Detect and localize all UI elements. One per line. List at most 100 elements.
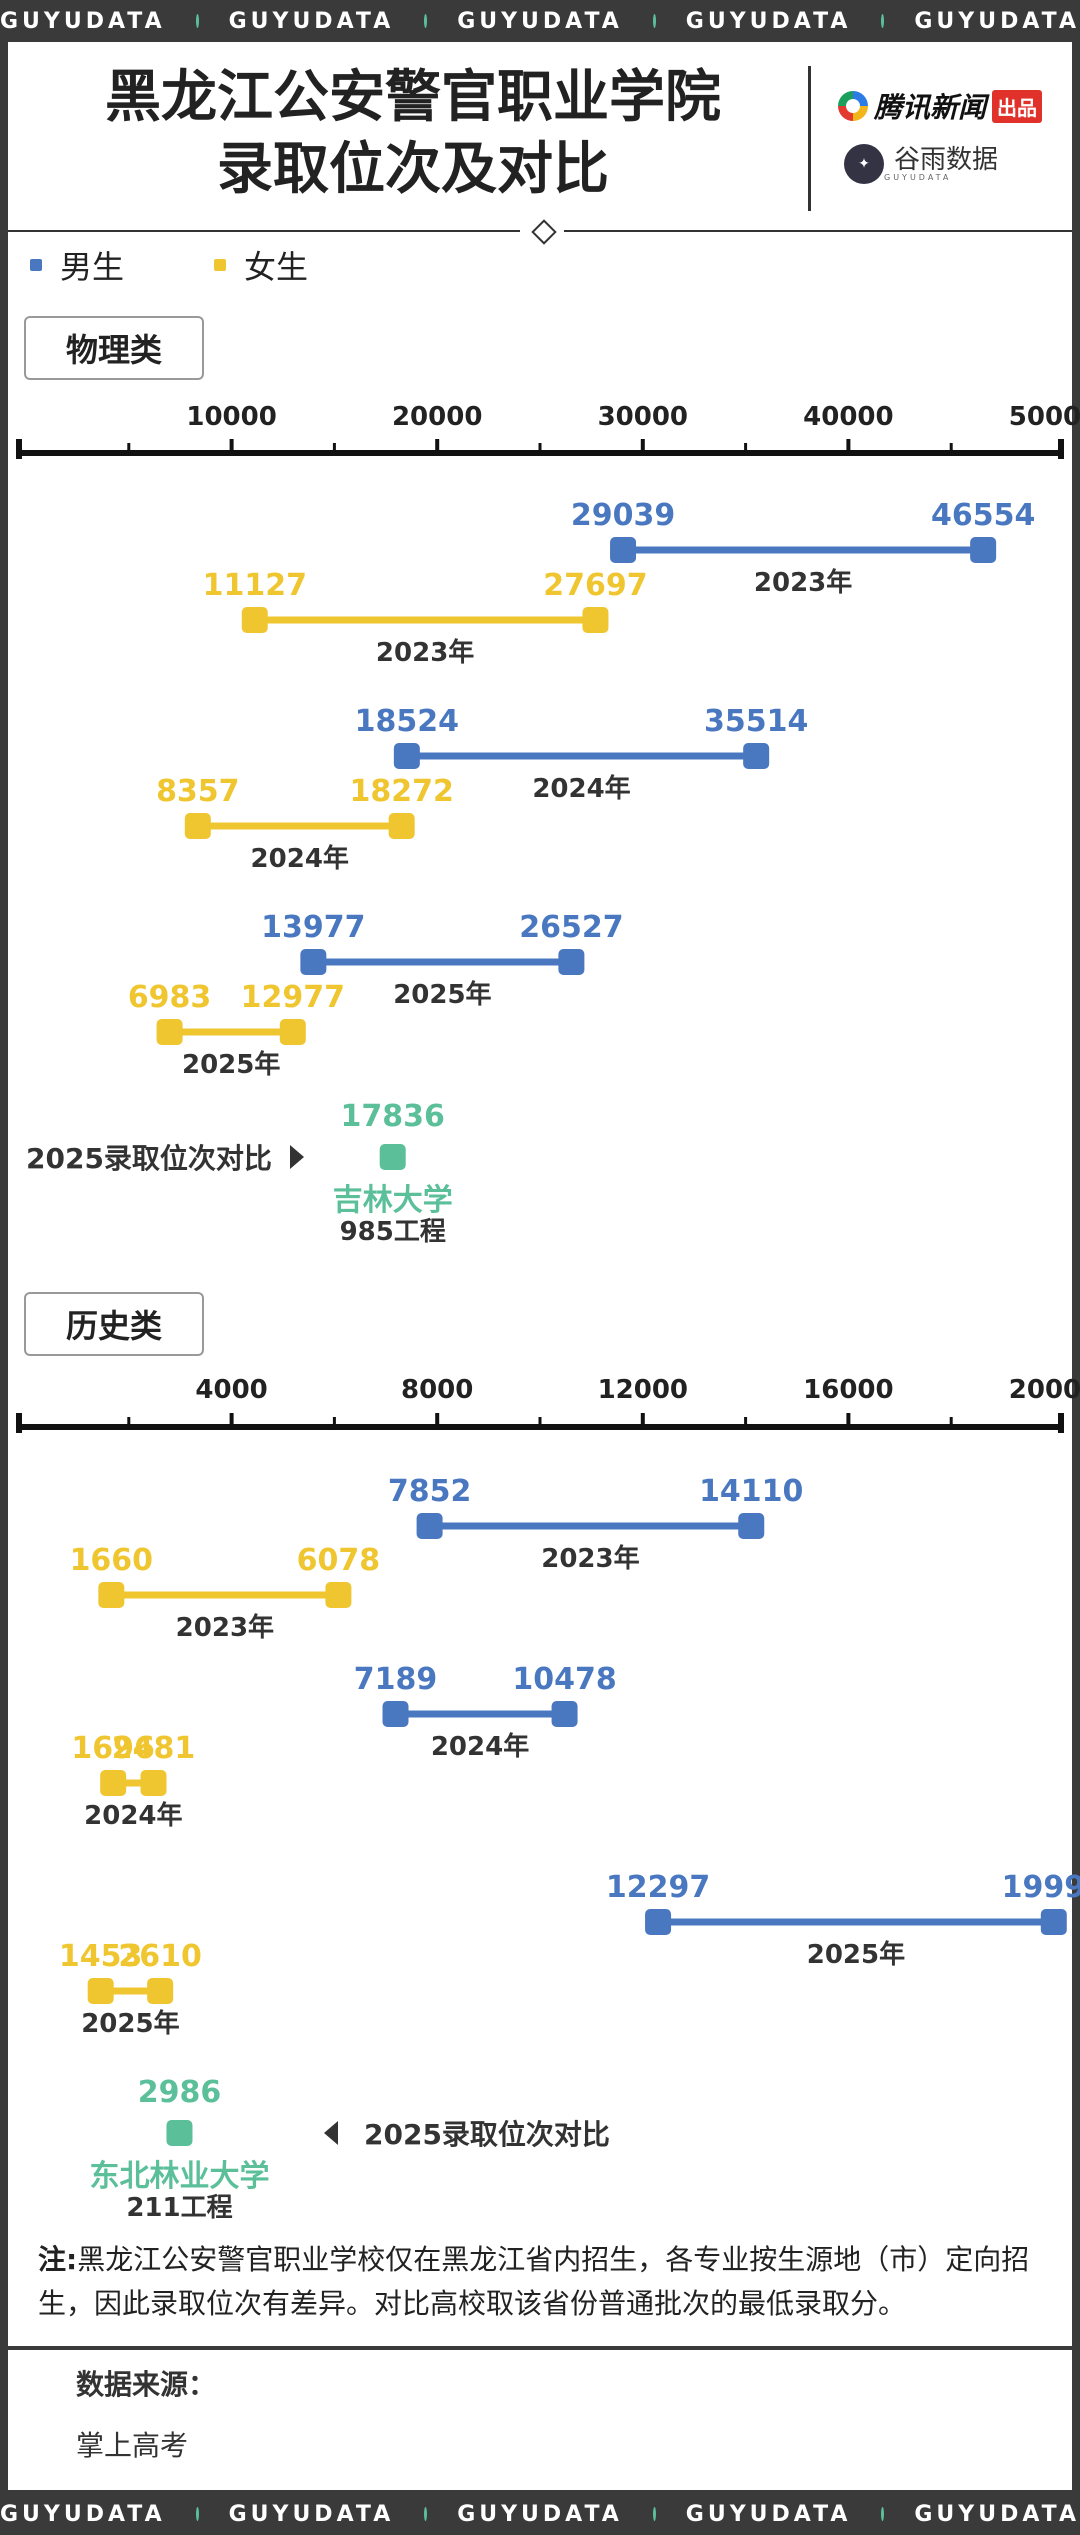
range-year-label: 2025年: [393, 980, 492, 1010]
footnote: 注:黑龙江公安警官职业学校仅在黑龙江省内招生，各专业按生源地（市）定向招生，因此…: [38, 2243, 1030, 2320]
brand-word: GUYUDATA: [228, 8, 395, 34]
header-rule-left: [8, 230, 520, 232]
legend-female: 女生: [214, 242, 308, 288]
range-high-label: 14110: [699, 1474, 804, 1509]
brand-dot-icon: [195, 2507, 199, 2521]
section-label-history: 历史类: [24, 1292, 204, 1356]
range-year-label: 2025年: [182, 1050, 281, 1080]
page-title: 黑龙江公安警官职业学院 录取位次及对比: [105, 65, 721, 202]
compare-tier-label: 985工程: [339, 1217, 446, 1247]
range-year-label: 2024年: [250, 844, 349, 874]
axis-tick-label: 10000: [186, 402, 277, 432]
section-label-physics: 物理类: [24, 316, 204, 380]
brand-word: GUYUDATA: [0, 8, 166, 34]
range-low-marker: [300, 949, 327, 975]
range-year-label: 2024年: [84, 1801, 183, 1831]
range-low-label: 7852: [387, 1474, 472, 1509]
compare-caption: 2025录取位次对比: [26, 1137, 304, 1177]
range-high-marker: [279, 1019, 306, 1045]
tencent-news-icon: [838, 91, 868, 121]
range-high-label: 46554: [930, 498, 1036, 533]
header-divider: [808, 66, 811, 211]
axis-tick-label: 16000: [803, 1375, 894, 1405]
legend-female-swatch: [214, 259, 226, 271]
compare-value-label: 2986: [137, 2075, 222, 2110]
range-low-label: 12297: [605, 1870, 711, 1905]
range-high-marker: [147, 1978, 174, 2004]
range-high-label: 26527: [519, 910, 624, 945]
range-high-marker: [1040, 1909, 1067, 1935]
range-chart-svg: [16, 439, 1067, 2146]
range-low-label: 1660: [69, 1543, 154, 1578]
range-low-marker: [610, 537, 637, 563]
brand-dot-icon: [881, 14, 885, 28]
range-year-label: 2024年: [430, 1732, 530, 1762]
compare-marker: [166, 2120, 193, 2146]
brand-word: GUYUDATA: [457, 2501, 623, 2527]
range-high-label: 27697: [543, 568, 648, 603]
axis-tick-label: 40000: [803, 402, 894, 432]
range-low-marker: [382, 1701, 409, 1727]
range-high-marker: [743, 743, 770, 769]
range-high-label: 19996: [1001, 1870, 1080, 1905]
range-high-label: 6078: [296, 1543, 381, 1578]
source-value: 掌上高考: [76, 2429, 189, 2462]
compare-marker: [379, 1144, 406, 1170]
range-low-marker: [241, 607, 268, 633]
brand-bar-bottom: GUYUDATA GUYUDATA GUYUDATA GUYUDATA GUYUDATA: [0, 2493, 1080, 2535]
axis-tick-label: 8000: [401, 1375, 474, 1405]
range-low-label: 29039: [570, 498, 676, 533]
chart-card: 黑龙江公安警官职业学院 录取位次及对比 腾讯新闻 出品 ✦ 谷雨数据 GUYUD…: [8, 42, 1080, 2346]
range-low-label: 11127: [202, 568, 307, 603]
range-high-marker: [558, 949, 585, 975]
brand-word: GUYUDATA: [457, 8, 623, 34]
range-low-marker: [100, 1770, 127, 1796]
range-year-label: 2024年: [532, 774, 631, 804]
range-high-label: 18272: [349, 774, 454, 809]
legend-male: 男生: [30, 242, 124, 288]
legend-male-swatch: [30, 259, 42, 271]
range-low-label: 1696: [71, 1731, 155, 1766]
range-low-label: 7189: [353, 1662, 438, 1697]
tencent-news-logo: 腾讯新闻 出品: [838, 86, 1043, 126]
brand-word: GUYUDATA: [0, 2501, 166, 2527]
range-high-marker: [551, 1701, 578, 1727]
header-rule-right: [564, 230, 1072, 232]
range-low-label: 1453: [58, 1939, 143, 1974]
range-year-label: 2025年: [806, 1940, 906, 1970]
range-year-label: 2023年: [541, 1544, 640, 1574]
compare-value-label: 17836: [340, 1099, 445, 1134]
range-low-label: 6983: [127, 980, 212, 1015]
brand-word: GUYUDATA: [914, 8, 1080, 34]
guyu-bird-icon: ✦: [844, 144, 884, 184]
range-year-label: 2023年: [175, 1613, 275, 1643]
range-low-marker: [393, 743, 420, 769]
guyu-data-logo: ✦ 谷雨数据 GUYUDATA: [844, 144, 998, 184]
range-high-marker: [738, 1513, 765, 1539]
compare-school-label: 东北林业大学: [89, 2159, 270, 2194]
range-high-marker: [970, 537, 997, 563]
brand-dot-icon: [195, 14, 199, 28]
brand-dot-icon: [881, 2507, 885, 2521]
range-low-marker: [184, 813, 211, 839]
brand-dot-icon: [424, 2507, 428, 2521]
range-year-label: 2025年: [81, 2009, 180, 2039]
range-year-label: 2023年: [753, 568, 853, 598]
range-high-label: 2481: [111, 1731, 196, 1766]
source-panel: [8, 2350, 1072, 2490]
range-high-marker: [582, 607, 609, 633]
axis-tick-label: 20000: [391, 402, 483, 432]
axis-tick-label: 50000: [1008, 402, 1080, 432]
range-low-marker: [645, 1909, 672, 1935]
axis-tick-label: 20000: [1008, 1375, 1080, 1405]
axis-tick-label: 4000: [195, 1375, 268, 1405]
brand-dot-icon: [424, 14, 428, 28]
brand-word: GUYUDATA: [685, 2501, 852, 2527]
range-low-marker: [87, 1978, 114, 2004]
caret-icon: [324, 2121, 338, 2145]
brand-dot-icon: [652, 14, 656, 28]
range-high-label: 10478: [512, 1662, 617, 1697]
compare-tier-label: 211工程: [126, 2193, 233, 2223]
range-high-marker: [388, 813, 415, 839]
range-low-marker: [98, 1582, 125, 1608]
